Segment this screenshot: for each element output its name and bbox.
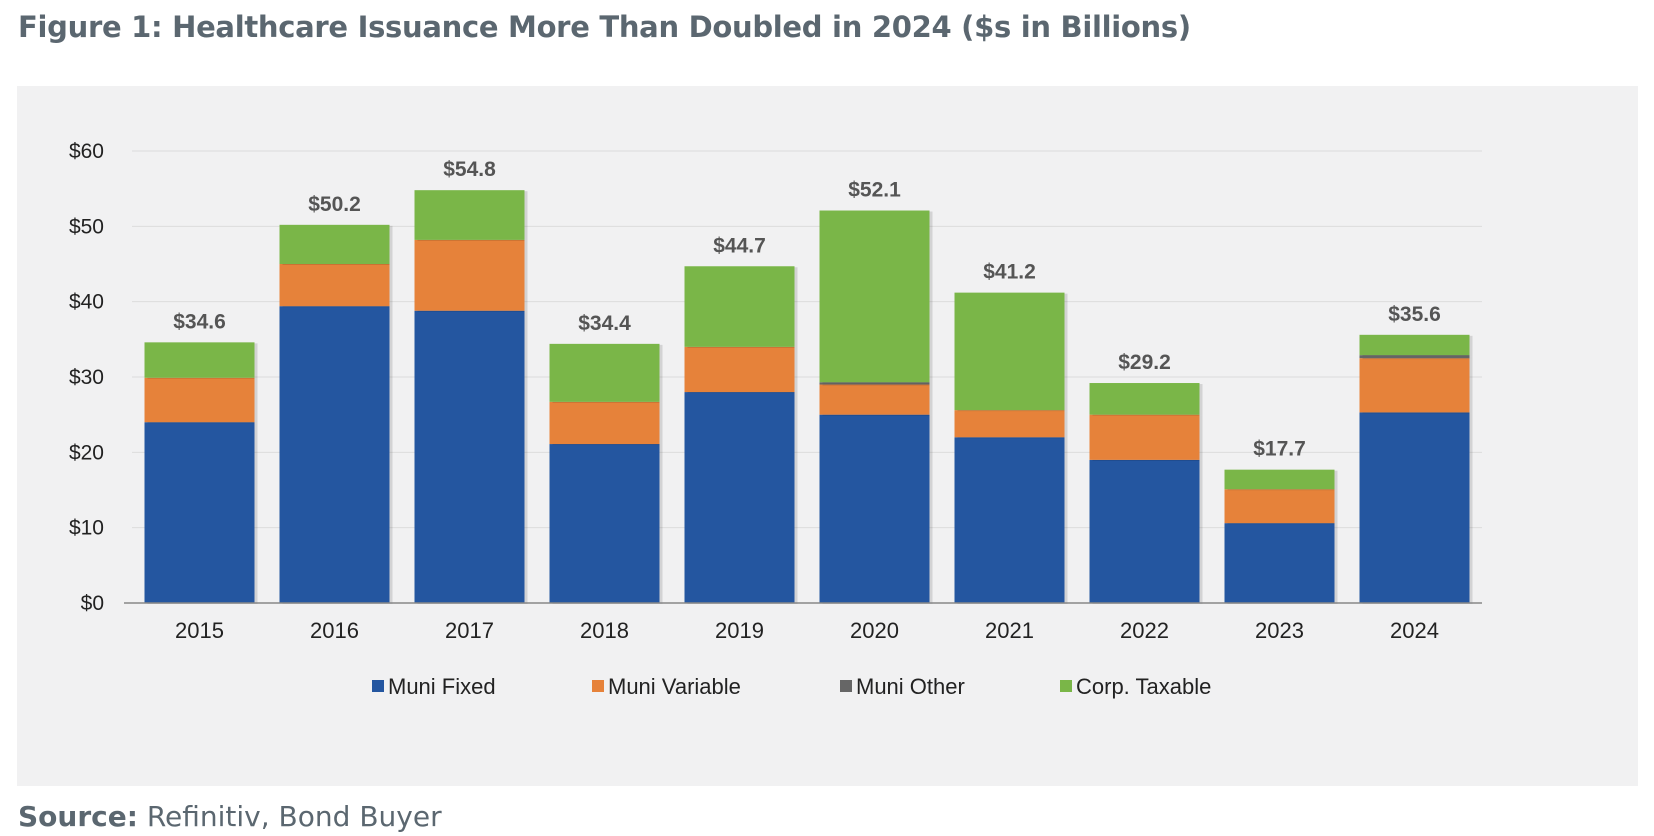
legend-swatch [1060, 680, 1072, 692]
x-tick-label: 2016 [310, 618, 359, 643]
y-tick-label: $40 [69, 291, 104, 314]
x-tick-label: 2017 [445, 618, 494, 643]
bar-segment [549, 401, 660, 445]
bar-segment [954, 437, 1065, 603]
x-tick-label: 2018 [580, 618, 629, 643]
bar-total-label: $34.4 [578, 312, 631, 335]
bar-segment [1224, 523, 1335, 603]
source-text: Refinitiv, Bond Buyer [137, 800, 442, 833]
page-title: Figure 1: Healthcare Issuance More Than … [18, 10, 1191, 44]
x-tick-label: 2020 [850, 618, 899, 643]
legend-label: Muni Fixed [388, 674, 496, 699]
bar-total-label: $54.8 [443, 158, 496, 181]
x-tick-label: 2022 [1120, 618, 1169, 643]
bar-segment [549, 444, 660, 603]
bars [144, 190, 1473, 604]
labels: $0 $10 $20 $30 $40 $50 $60 $34.6 2015 $50.2 2016 $5… [69, 140, 1441, 643]
source-label: Source: [18, 800, 138, 833]
x-tick-label: 2021 [985, 618, 1034, 643]
x-tick-label: 2024 [1390, 618, 1439, 643]
bar-segment [1089, 383, 1200, 415]
legend-label: Corp. Taxable [1076, 674, 1211, 699]
x-tick-label: 2019 [715, 618, 764, 643]
y-tick-label: $60 [69, 140, 104, 163]
legend: Muni Fixed Muni Variable Muni Other Corp. T… [372, 674, 1211, 699]
bar-total-label: $35.6 [1388, 303, 1441, 326]
bar-segment [144, 377, 255, 423]
bar-segment [414, 239, 525, 311]
bar-segment [279, 224, 390, 264]
bar-total-label: $52.1 [848, 179, 901, 202]
bar-segment [819, 210, 930, 383]
chart-panel: $0 $10 $20 $30 $40 $50 $60 $34.6 2015 $50.2 2016 $5… [17, 86, 1638, 786]
x-tick-label: 2015 [175, 618, 224, 643]
bar-segment [684, 392, 795, 603]
y-tick-label: $50 [69, 215, 104, 238]
bar-segment [954, 410, 1065, 438]
bar-segment [1224, 469, 1335, 490]
legend-label: Muni Variable [608, 674, 741, 699]
x-tick-label: 2023 [1255, 618, 1304, 643]
stacked-bar-chart: $0 $10 $20 $30 $40 $50 $60 $34.6 2015 $50.2 2016 $5… [69, 140, 1482, 699]
bar-segment [1089, 459, 1200, 603]
bar-segment [1089, 414, 1200, 460]
bar-segment [954, 292, 1065, 411]
bar-segment [1359, 358, 1470, 413]
bar-segment [1359, 334, 1470, 356]
bar-segment [144, 342, 255, 378]
bar-segment [549, 343, 660, 402]
bar-total-label: $29.2 [1118, 351, 1171, 374]
bar-segment [279, 306, 390, 603]
bar-segment [144, 422, 255, 603]
bar-total-label: $17.7 [1253, 438, 1306, 461]
bar-segment [1359, 412, 1470, 603]
bar-total-label: $50.2 [308, 193, 361, 216]
legend-label: Muni Other [856, 674, 965, 699]
y-tick-label: $10 [69, 517, 104, 540]
bar-segment [279, 264, 390, 307]
bar-segment [819, 414, 930, 603]
bar-total-label: $44.7 [713, 234, 766, 257]
legend-swatch [840, 680, 852, 692]
bar-total-label: $34.6 [173, 310, 226, 333]
bar-segment [1224, 489, 1335, 524]
bar-segment [414, 310, 525, 603]
legend-swatch [372, 680, 384, 692]
bar-segment [684, 346, 795, 393]
bar-segment [1359, 355, 1470, 359]
bar-segment [414, 190, 525, 240]
bar-segment [819, 384, 930, 415]
bar-segment [819, 382, 930, 385]
bar-total-label: $41.2 [983, 261, 1036, 284]
y-tick-label: $0 [81, 592, 104, 615]
y-tick-label: $30 [69, 366, 104, 389]
bar-segment [684, 266, 795, 347]
y-tick-label: $20 [69, 441, 104, 464]
legend-swatch [592, 680, 604, 692]
source-note: Source: Refinitiv, Bond Buyer [18, 800, 442, 833]
